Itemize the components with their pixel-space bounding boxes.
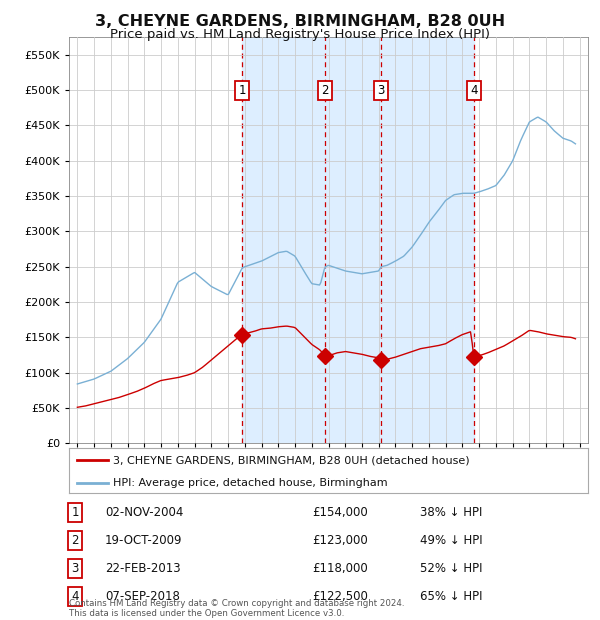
- Text: £123,000: £123,000: [312, 534, 368, 547]
- Text: 3, CHEYNE GARDENS, BIRMINGHAM, B28 0UH (detached house): 3, CHEYNE GARDENS, BIRMINGHAM, B28 0UH (…: [113, 455, 470, 466]
- Text: 4: 4: [470, 84, 478, 97]
- Text: Price paid vs. HM Land Registry's House Price Index (HPI): Price paid vs. HM Land Registry's House …: [110, 28, 490, 41]
- Text: HPI: Average price, detached house, Birmingham: HPI: Average price, detached house, Birm…: [113, 478, 388, 488]
- Text: 1: 1: [71, 507, 79, 519]
- Text: 3: 3: [71, 562, 79, 575]
- Text: £118,000: £118,000: [312, 562, 368, 575]
- Text: 65% ↓ HPI: 65% ↓ HPI: [420, 590, 482, 603]
- Text: 49% ↓ HPI: 49% ↓ HPI: [420, 534, 482, 547]
- Text: 22-FEB-2013: 22-FEB-2013: [105, 562, 181, 575]
- Text: £122,500: £122,500: [312, 590, 368, 603]
- Text: 52% ↓ HPI: 52% ↓ HPI: [420, 562, 482, 575]
- Text: £154,000: £154,000: [312, 507, 368, 519]
- Text: 19-OCT-2009: 19-OCT-2009: [105, 534, 182, 547]
- Text: 38% ↓ HPI: 38% ↓ HPI: [420, 507, 482, 519]
- Bar: [242, 37, 474, 443]
- Text: 02-NOV-2004: 02-NOV-2004: [105, 507, 184, 519]
- Text: 4: 4: [71, 590, 79, 603]
- Text: 3, CHEYNE GARDENS, BIRMINGHAM, B28 0UH: 3, CHEYNE GARDENS, BIRMINGHAM, B28 0UH: [95, 14, 505, 29]
- Text: 07-SEP-2018: 07-SEP-2018: [105, 590, 180, 603]
- Text: Contains HM Land Registry data © Crown copyright and database right 2024.
This d: Contains HM Land Registry data © Crown c…: [69, 599, 404, 618]
- Text: 3: 3: [377, 84, 385, 97]
- Text: 2: 2: [71, 534, 79, 547]
- Text: 2: 2: [321, 84, 329, 97]
- Text: 1: 1: [238, 84, 246, 97]
